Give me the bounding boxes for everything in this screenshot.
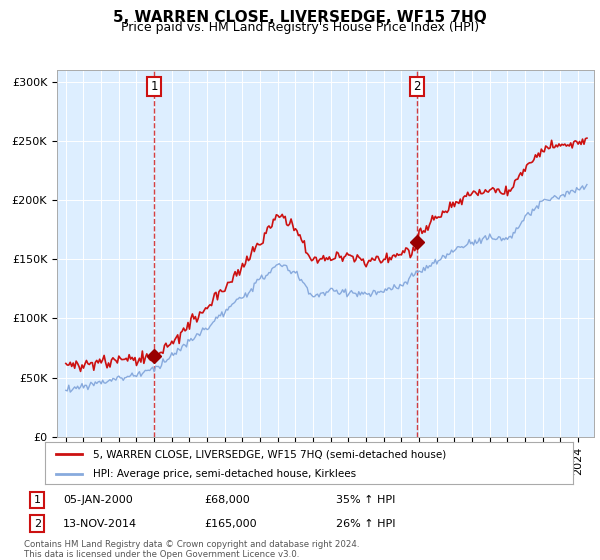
Text: HPI: Average price, semi-detached house, Kirklees: HPI: Average price, semi-detached house,… <box>92 469 356 479</box>
Text: 13-NOV-2014: 13-NOV-2014 <box>63 519 137 529</box>
Text: £68,000: £68,000 <box>204 495 250 505</box>
Text: 05-JAN-2000: 05-JAN-2000 <box>63 495 133 505</box>
Text: Price paid vs. HM Land Registry's House Price Index (HPI): Price paid vs. HM Land Registry's House … <box>121 21 479 34</box>
Text: 35% ↑ HPI: 35% ↑ HPI <box>336 495 395 505</box>
Text: 5, WARREN CLOSE, LIVERSEDGE, WF15 7HQ: 5, WARREN CLOSE, LIVERSEDGE, WF15 7HQ <box>113 10 487 25</box>
Text: 1: 1 <box>151 80 158 93</box>
Text: 2: 2 <box>34 519 41 529</box>
Text: Contains HM Land Registry data © Crown copyright and database right 2024.
This d: Contains HM Land Registry data © Crown c… <box>24 540 359 559</box>
Text: 5, WARREN CLOSE, LIVERSEDGE, WF15 7HQ (semi-detached house): 5, WARREN CLOSE, LIVERSEDGE, WF15 7HQ (s… <box>92 449 446 459</box>
Text: 1: 1 <box>34 495 41 505</box>
Text: 2: 2 <box>413 80 421 93</box>
Text: 26% ↑ HPI: 26% ↑ HPI <box>336 519 395 529</box>
Text: £165,000: £165,000 <box>204 519 257 529</box>
